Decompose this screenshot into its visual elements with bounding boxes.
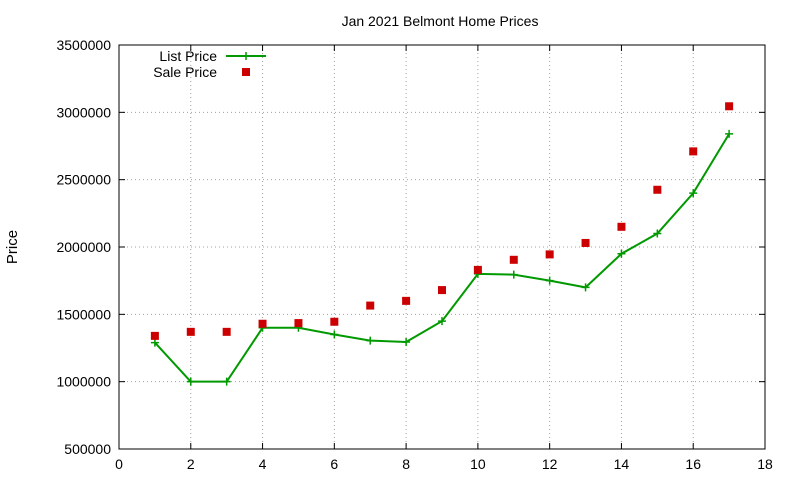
legend-marker	[242, 68, 250, 76]
data-point	[653, 185, 662, 194]
x-tick-label: 16	[685, 456, 701, 472]
y-tick-label: 1500000	[56, 306, 111, 322]
x-tick-label: 4	[259, 456, 267, 472]
tick-labels: 0 2 4 6 8 10 12 14 16 18 500000 1000000 1500000 20000…	[56, 37, 773, 472]
series-2	[150, 102, 734, 340]
x-tick-label: 14	[614, 456, 630, 472]
data-point	[581, 283, 590, 292]
chart-title: Jan 2021 Belmont Home Prices	[342, 13, 539, 29]
data-point	[689, 147, 698, 156]
data-point	[725, 102, 734, 111]
data-point	[438, 286, 446, 295]
y-tick-label: 2500000	[56, 172, 111, 188]
data-point	[509, 255, 518, 264]
data-point	[545, 250, 554, 259]
data-point	[150, 331, 159, 340]
legend-label: Sale Price	[153, 64, 217, 80]
axes	[118, 44, 766, 450]
data-point	[725, 129, 734, 138]
data-point	[581, 238, 590, 247]
data-point	[689, 189, 698, 198]
series-1	[150, 129, 734, 386]
data-point	[509, 270, 518, 279]
y-tick-label: 2000000	[56, 239, 111, 255]
x-tick-label: 18	[757, 456, 773, 472]
data-point	[545, 276, 554, 285]
data-point	[366, 301, 375, 310]
data-point	[653, 229, 662, 238]
x-tick-label: 10	[470, 456, 486, 472]
legend-marker	[242, 52, 250, 60]
x-tick-label: 8	[402, 456, 410, 472]
data-point	[473, 265, 482, 274]
data-point	[186, 327, 195, 336]
y-tick-label: 3000000	[56, 104, 111, 120]
data-point	[438, 317, 446, 326]
data-point	[150, 338, 159, 347]
data-point	[222, 377, 231, 386]
data-point	[330, 317, 339, 326]
y-tick-label: 1000000	[56, 374, 111, 390]
data-point	[617, 222, 626, 231]
data-point	[366, 336, 375, 345]
y-axis-label: Price	[4, 230, 21, 264]
legend-label: List Price	[159, 48, 217, 64]
series-line	[154, 133, 730, 383]
data-point	[186, 377, 195, 386]
data-point	[402, 337, 411, 346]
data-point	[330, 330, 339, 339]
x-tick-label: 6	[330, 456, 338, 472]
data-point	[222, 327, 231, 336]
y-tick-label: 3500000	[56, 37, 111, 53]
x-tick-label: 12	[542, 456, 558, 472]
data-point	[258, 319, 267, 328]
data-point	[294, 319, 303, 328]
grid-lines	[119, 45, 765, 449]
data-point	[617, 249, 626, 258]
y-tick-label: 500000	[64, 441, 111, 457]
data-point	[402, 296, 411, 305]
x-tick-label: 2	[187, 456, 195, 472]
data-series	[150, 102, 734, 386]
x-tick-label: 0	[115, 456, 123, 472]
